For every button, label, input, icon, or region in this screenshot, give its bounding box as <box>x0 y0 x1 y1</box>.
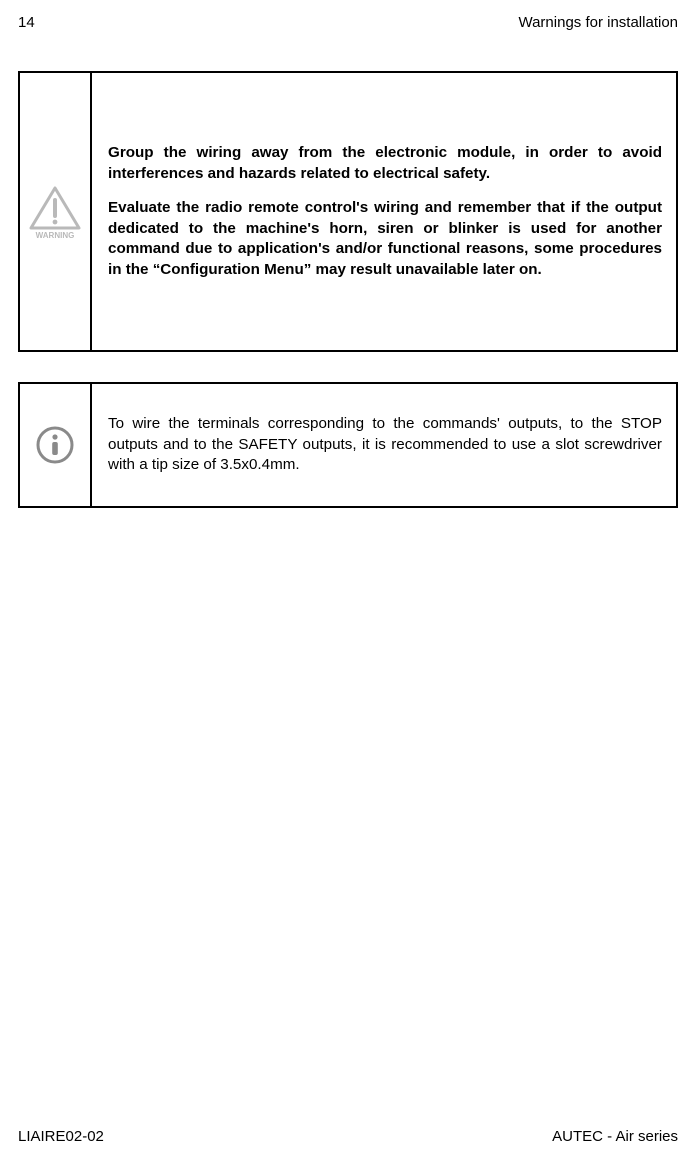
warning-icon-cell: WARNING <box>20 73 92 350</box>
page-footer: LIAIRE02-02 AUTEC - Air series <box>18 1128 678 1145</box>
warning-paragraph-1: Group the wiring away from the electroni… <box>108 143 662 184</box>
doc-code: LIAIRE02-02 <box>18 1128 104 1145</box>
info-callout: To wire the terminals corresponding to t… <box>18 382 678 508</box>
warning-paragraph-2: Evaluate the radio remote control's wiri… <box>108 198 662 280</box>
info-icon-cell <box>20 384 92 506</box>
page-header: 14 Warnings for installation <box>18 14 678 31</box>
warning-icon: WARNING <box>27 184 83 240</box>
document-page: 14 Warnings for installation WARNING Gro… <box>0 0 696 1163</box>
info-paragraph-1: To wire the terminals corresponding to t… <box>108 414 662 476</box>
section-title: Warnings for installation <box>518 14 678 31</box>
info-text: To wire the terminals corresponding to t… <box>92 384 676 506</box>
info-icon <box>35 425 75 465</box>
warning-text: Group the wiring away from the electroni… <box>92 73 676 350</box>
page-number: 14 <box>18 14 35 31</box>
warning-label: WARNING <box>36 231 75 240</box>
warning-callout: WARNING Group the wiring away from the e… <box>18 71 678 352</box>
product-line: AUTEC - Air series <box>552 1128 678 1145</box>
